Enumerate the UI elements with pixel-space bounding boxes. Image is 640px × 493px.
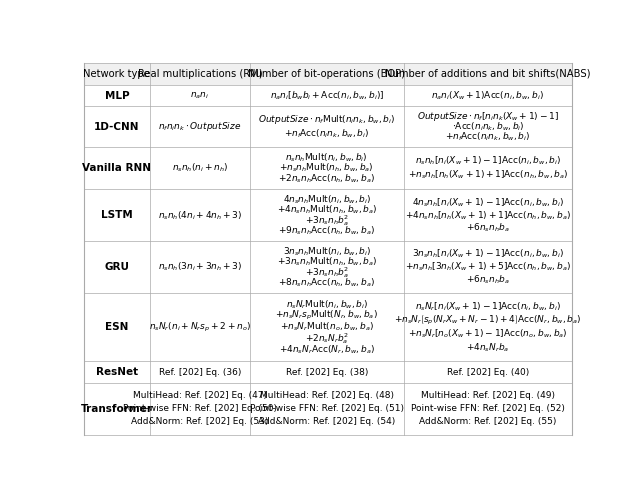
Text: $+4n_s N_r \mathrm{Acc}(N_r, b_w, b_a)$: $+4n_s N_r \mathrm{Acc}(N_r, b_w, b_a)$ (279, 344, 375, 356)
Text: $3n_s n_h\left[n_i(X_w + 1) - 1\right]\mathrm{Acc}(n_i, b_w, b_i)$: $3n_s n_h\left[n_i(X_w + 1) - 1\right]\m… (412, 248, 564, 260)
Text: $+n_s N_r\left[n_o(X_w + 1) - 1\right]\mathrm{Acc}(n_o, b_w, b_a)$: $+n_s N_r\left[n_o(X_w + 1) - 1\right]\m… (408, 328, 568, 340)
Text: ResNet: ResNet (96, 367, 138, 377)
Text: $+2n_s N_r b_a^2$: $+2n_s N_r b_a^2$ (305, 331, 349, 346)
Text: $n_s n_h(4n_i + 4n_h + 3)$: $n_s n_h(4n_i + 4n_h + 3)$ (157, 209, 242, 221)
Text: $\mathit{OutputSize} \cdot n_f \mathrm{Mult}(n_i n_k, b_w, b_i)$: $\mathit{OutputSize} \cdot n_f \mathrm{M… (258, 113, 396, 126)
Text: GRU: GRU (104, 262, 129, 272)
Text: $+n_s N_r s_p \mathrm{Mult}(N_r, b_w, b_a)$: $+n_s N_r s_p \mathrm{Mult}(N_r, b_w, b_… (275, 309, 378, 322)
Text: Real multiplications (RM): Real multiplications (RM) (138, 69, 262, 79)
Text: $+2n_s n_h \mathrm{Acc}(n_h, b_w, b_a)$: $+2n_s n_h \mathrm{Acc}(n_h, b_w, b_a)$ (278, 173, 375, 185)
Text: Point-wise FFN: Ref. [202] Eq. (52): Point-wise FFN: Ref. [202] Eq. (52) (411, 404, 565, 414)
Text: $+4n_s N_r b_a$: $+4n_s N_r b_a$ (467, 342, 509, 354)
Text: $n_s n_h\left[n_i(X_w + 1) - 1\right]\mathrm{Acc}(n_i, b_w, b_i)$: $n_s n_h\left[n_i(X_w + 1) - 1\right]\ma… (415, 155, 561, 167)
Text: $+n_s n_h \mathrm{Mult}(n_h, b_w, b_a)$: $+n_s n_h \mathrm{Mult}(n_h, b_w, b_a)$ (280, 162, 374, 174)
Text: Number of additions and bit shifts(NABS): Number of additions and bit shifts(NABS) (385, 69, 591, 79)
Text: $4n_s n_h \mathrm{Mult}(n_i, b_w, b_i)$: $4n_s n_h \mathrm{Mult}(n_i, b_w, b_i)$ (283, 193, 371, 206)
Text: $+n_s n_h\left[3n_h(X_w + 1) + 5\right]\mathrm{Acc}(n_h, b_w, b_a)$: $+n_s n_h\left[3n_h(X_w + 1) + 5\right]\… (405, 261, 571, 274)
Text: $n_a n_i\left[b_w b_i + \mathrm{Acc}(n_i, b_w, b_i)\right]$: $n_a n_i\left[b_w b_i + \mathrm{Acc}(n_i… (269, 89, 384, 102)
Text: $+n_f \mathrm{Acc}(n_i n_k, b_w, b_i)$: $+n_f \mathrm{Acc}(n_i n_k, b_w, b_i)$ (284, 127, 369, 140)
Text: LSTM: LSTM (101, 210, 132, 220)
Text: $n_s N_r\left[n_i(X_w + 1) - 1\right]\mathrm{Acc}(n_i, b_w, b_i)$: $n_s N_r\left[n_i(X_w + 1) - 1\right]\ma… (415, 301, 561, 313)
Text: $+8n_s n_h \mathrm{Acc}(n_h, b_w, b_a)$: $+8n_s n_h \mathrm{Acc}(n_h, b_w, b_a)$ (278, 277, 375, 289)
Text: MLP: MLP (104, 91, 129, 101)
Text: $n_s n_h(3n_i + 3n_h + 3)$: $n_s n_h(3n_i + 3n_h + 3)$ (157, 261, 242, 274)
Text: $+n_s N_r\left[s_p(N_r X_w + N_r - 1) + 4\right]\mathrm{Acc}(N_r, b_w, b_a)$: $+n_s N_r\left[s_p(N_r X_w + N_r - 1) + … (394, 314, 582, 327)
Text: MultiHead: Ref. [202] Eq. (49): MultiHead: Ref. [202] Eq. (49) (421, 391, 555, 400)
Text: $+3n_s n_h \mathrm{Mult}(n_h, b_w, b_a)$: $+3n_s n_h \mathrm{Mult}(n_h, b_w, b_a)$ (276, 256, 377, 268)
Text: Point-wise FFN: Ref. [202] Eq. (50): Point-wise FFN: Ref. [202] Eq. (50) (123, 404, 277, 414)
Text: $+4n_s n_h\left[n_h(X_w + 1) + 1\right]\mathrm{Acc}(n_h, b_w, b_a)$: $+4n_s n_h\left[n_h(X_w + 1) + 1\right]\… (405, 209, 571, 221)
Text: $+3n_s n_h b_a^2$: $+3n_s n_h b_a^2$ (305, 213, 349, 228)
Text: $n_s N_r(n_i + N_r s_p + 2 + n_o)$: $n_s N_r(n_i + N_r s_p + 2 + n_o)$ (149, 320, 251, 334)
Text: Transformer: Transformer (81, 404, 153, 414)
Text: $n_s n_h(n_i + n_h)$: $n_s n_h(n_i + n_h)$ (172, 162, 228, 174)
Text: Number of bit-operations (BOP): Number of bit-operations (BOP) (248, 69, 405, 79)
Text: Add&Norm: Ref. [202] Eq. (53): Add&Norm: Ref. [202] Eq. (53) (131, 418, 269, 426)
Text: $+4n_s n_h \mathrm{Mult}(n_h, b_w, b_a)$: $+4n_s n_h \mathrm{Mult}(n_h, b_w, b_a)$ (276, 204, 377, 216)
Text: $n_a n_i$: $n_a n_i$ (190, 90, 209, 101)
Text: $\cdot\mathrm{Acc}(n_i n_k, b_w, b_i)$: $\cdot\mathrm{Acc}(n_i n_k, b_w, b_i)$ (452, 120, 524, 133)
Text: MultiHead: Ref. [202] Eq. (48): MultiHead: Ref. [202] Eq. (48) (260, 391, 394, 400)
Text: $4n_s n_h\left[n_i(X_w + 1) - 1\right]\mathrm{Acc}(n_i, b_w, b_i)$: $4n_s n_h\left[n_i(X_w + 1) - 1\right]\m… (412, 196, 564, 209)
Text: $+6n_s n_h b_a$: $+6n_s n_h b_a$ (466, 274, 509, 286)
Text: $n_s n_h \mathrm{Mult}(n_i, b_w, b_i)$: $n_s n_h \mathrm{Mult}(n_i, b_w, b_i)$ (285, 151, 368, 164)
Text: Network type: Network type (83, 69, 150, 79)
Bar (84, 63, 572, 85)
Text: $+3n_s n_h b_a^2$: $+3n_s n_h b_a^2$ (305, 265, 349, 280)
Text: $+n_s N_r \mathrm{Mult}(n_o, b_w, b_a)$: $+n_s N_r \mathrm{Mult}(n_o, b_w, b_a)$ (280, 321, 374, 333)
Text: $+n_s n_h\left[n_h(X_w + 1) + 1\right]\mathrm{Acc}(n_h, b_w, b_a)$: $+n_s n_h\left[n_h(X_w + 1) + 1\right]\m… (408, 169, 568, 181)
Text: $3n_s n_h \mathrm{Mult}(n_i, b_w, b_i)$: $3n_s n_h \mathrm{Mult}(n_i, b_w, b_i)$ (283, 246, 371, 258)
Text: MultiHead: Ref. [202] Eq. (47): MultiHead: Ref. [202] Eq. (47) (133, 391, 267, 400)
Text: ESN: ESN (105, 322, 129, 332)
Text: $n_a n_i(X_w + 1)\mathrm{Acc}(n_i, b_w, b_i)$: $n_a n_i(X_w + 1)\mathrm{Acc}(n_i, b_w, … (431, 89, 545, 102)
Text: $n_s N_r \mathrm{Mult}(n_i, b_w, b_i)$: $n_s N_r \mathrm{Mult}(n_i, b_w, b_i)$ (285, 298, 368, 311)
Text: Ref. [202] Eq. (38): Ref. [202] Eq. (38) (285, 368, 368, 377)
Text: Vanilla RNN: Vanilla RNN (83, 163, 151, 173)
Text: Ref. [202] Eq. (40): Ref. [202] Eq. (40) (447, 368, 529, 377)
Text: Point-wise FFN: Ref. [202] Eq. (51): Point-wise FFN: Ref. [202] Eq. (51) (250, 404, 404, 414)
Text: Add&Norm: Ref. [202] Eq. (55): Add&Norm: Ref. [202] Eq. (55) (419, 418, 557, 426)
Text: $+9n_s n_h \mathrm{Acc}(n_h, b_w, b_a)$: $+9n_s n_h \mathrm{Acc}(n_h, b_w, b_a)$ (278, 225, 375, 237)
Text: $\mathit{OutputSize} \cdot n_f\left[n_i n_k(X_w + 1) - 1\right]$: $\mathit{OutputSize} \cdot n_f\left[n_i … (417, 110, 559, 123)
Text: 1D-CNN: 1D-CNN (94, 122, 140, 132)
Text: Add&Norm: Ref. [202] Eq. (54): Add&Norm: Ref. [202] Eq. (54) (258, 418, 396, 426)
Text: Ref. [202] Eq. (36): Ref. [202] Eq. (36) (159, 368, 241, 377)
Text: $+n_f \mathrm{Acc}(n_i n_k, b_w, b_i)$: $+n_f \mathrm{Acc}(n_i n_k, b_w, b_i)$ (445, 130, 531, 143)
Text: $+6n_s n_h b_a$: $+6n_s n_h b_a$ (466, 222, 509, 235)
Text: $n_f n_i n_k \cdot \mathit{OutputSize}$: $n_f n_i n_k \cdot \mathit{OutputSize}$ (158, 120, 241, 133)
